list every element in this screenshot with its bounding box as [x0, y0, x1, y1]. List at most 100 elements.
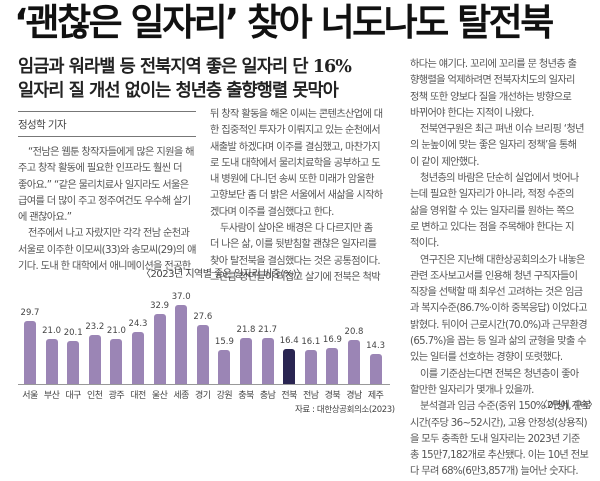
x-axis-label: 경북	[324, 391, 341, 401]
text-line: “전남은 웹툰 창작자들에게 많은 지원을 해	[28, 147, 195, 158]
bar-value-label: 21.8	[236, 324, 256, 335]
text-line: 분석결과 임금 수준(중위 150% 이상), 근로	[420, 401, 590, 413]
bar-value-label: 24.3	[128, 319, 148, 330]
text-line: 관련 조사보고서를 인용해 청년 구직자들이	[410, 270, 578, 282]
chart-bar	[326, 347, 339, 384]
chart-title: 〈2023년 지역별 좋은 일자리 비중(%)〉	[141, 269, 306, 280]
text-line: 한 집중적인 투자가 이뤄지고 있는 순천에서	[210, 125, 381, 137]
text-line: 삶을 영위할 수 있는 일자리를 원하는 쪽으	[410, 205, 574, 217]
bar-value-label: 20.1	[63, 328, 83, 339]
text-line: 에 괜찮아요.”	[18, 212, 72, 224]
chart-bar	[240, 337, 252, 384]
byline: 정성학 기자	[18, 119, 67, 131]
text-line: 밝혔다. 뒤이어 근로시간(70.0%)과 근무환경	[410, 319, 588, 331]
text-line: 는데 필요한 일자리가 아니라, 적정 수준의	[410, 189, 574, 201]
text-line: 기다. 도내 한 대학에서 애니메이션을 전공한	[18, 261, 191, 273]
continuation-note: 〈2면에 계속〉	[538, 400, 598, 411]
x-axis-label: 서울	[22, 391, 38, 401]
chart-bar	[153, 313, 166, 384]
text-line: 좋아요.” “같은 물리치료사 일지라도 서울은	[18, 179, 189, 191]
chart-bar	[348, 339, 360, 384]
text-line: 주고 창작 활동에 필요한 인프라도 훨씬 더	[18, 163, 182, 175]
text-line: 직장을 선택할 때 최우선 고려하는 것은 임금	[410, 287, 583, 299]
article-headline: ‘괜찮은 일자리’ 찾아 너도나도 탈전북	[14, 1, 554, 44]
text-line: 새출발 하겠다며 이주를 결심했고, 마찬가지	[210, 141, 381, 153]
bar-value-label: 21.0	[106, 326, 126, 337]
text-line: 바뀌어야 한다는 지적이 나왔다.	[410, 107, 534, 119]
text-line: 향행렬을 억제하려면 전북자치도의 일자리	[410, 75, 575, 87]
x-axis-label: 충북	[238, 391, 254, 401]
bar-value-label: 29.7	[20, 307, 40, 318]
text-line: 시간(주당 36~52시간), 고용 안정성(상용직)	[410, 417, 588, 429]
chart-bar	[304, 349, 317, 384]
text-line: 전주에서 나고 자랐지만 각각 전남 순천과	[28, 228, 190, 240]
x-axis-label: 전남	[303, 391, 319, 401]
x-axis-label: 인천	[87, 391, 103, 401]
x-axis-label: 대구	[65, 391, 81, 401]
chart-bar	[88, 334, 101, 384]
divider-top	[18, 111, 196, 112]
chart-axis	[18, 384, 390, 385]
chart-bar	[67, 341, 80, 384]
x-axis-label: 광주	[108, 391, 125, 401]
text-line: 겠다며 이주를 결심했다고 한다.	[210, 206, 334, 218]
chart-bar	[196, 325, 209, 384]
bar-value-label: 20.8	[344, 326, 364, 337]
text-line: 이를 기준삼는다면 전북은 청년층이 좋아	[420, 368, 579, 380]
x-axis-label: 부산	[43, 391, 60, 401]
text-line: 과 복지수준(86.7%·이하 중복응답) 이었다고	[410, 303, 588, 315]
chart-bar	[369, 353, 382, 384]
text-line: 청년층의 바람은 단순히 실업에서 벗어나	[420, 173, 579, 185]
text-line: 하다는 얘기다. 꼬리에 꼬리를 문 청년층 출	[410, 59, 577, 70]
chart-bar	[218, 350, 231, 384]
bar-value-label: 21.0	[42, 326, 62, 337]
bar-value-label: 27.6	[193, 312, 213, 323]
x-axis-label: 세종	[173, 391, 189, 401]
text-line: 뒤 창작 활동을 해온 이씨는 콘텐츠산업에 대	[210, 109, 383, 120]
chart-bar	[283, 349, 296, 384]
bar-value-label: 14.3	[366, 340, 386, 351]
bar-value-label: 15.9	[214, 337, 234, 348]
chart-source: 자료 : 대한상공회의소(2023)	[295, 405, 395, 415]
x-axis-label: 전북	[281, 391, 297, 401]
text-line: 로 변하고 있다는 점을 주목해야 한다는 지	[410, 221, 574, 233]
x-axis-label: 제주	[367, 391, 384, 401]
text-line: 로 도내 대학에서 물리치료학을 공부하고 도	[210, 157, 381, 169]
chart-bar	[132, 332, 144, 384]
text-line: 그만큼 청년들이 터잡고 살기에 전북은 척박	[210, 271, 381, 283]
divider-bottom	[18, 136, 196, 137]
text-line: 찾아 탈전북을 결심했다는 것은 공통점이다.	[210, 255, 381, 267]
x-axis-label: 울산	[151, 391, 168, 401]
text-line: 연구진은 지난해 대한상공회의소가 내놓은	[420, 254, 585, 266]
bar-value-label: 21.7	[258, 324, 278, 335]
text-line: (65.7%)을 꼽는 등 일과 삶의 균형을 맞출 수	[410, 336, 587, 348]
text-line: 의 눈높이에 맞는 좋은 일자리 정책’을 통해	[410, 140, 577, 152]
bar-value-label: 16.1	[301, 336, 321, 347]
chart-bar	[24, 320, 36, 384]
text-line: 고향보단 좀 더 밝은 서울에서 새삶을 시작하	[210, 190, 383, 202]
article-subhead-2: 일자리 질 개선 없이는 청년층 출향행렬 못막아	[18, 81, 339, 101]
text-line: 전북연구원은 최근 펴낸 이슈 브리핑 ‘청년	[420, 124, 584, 136]
x-axis-label: 충남	[259, 391, 276, 401]
bar-value-label: 16.4	[279, 336, 299, 347]
text-line: 정책 또한 양보다 질을 개선하는 방향으로	[410, 91, 572, 103]
text-line: 내 병원에 다니던 송씨 또한 미래가 암울한	[210, 174, 374, 186]
text-line: 다 무려 68%(6만3,857개) 늘어난 숫자다.	[410, 466, 579, 478]
chart-bar	[110, 339, 123, 384]
text-line: 급여를 더 많이 주고 정주여건도 우수해 살기	[18, 195, 191, 207]
article-subhead-1: 임금과 워라밸 등 전북지역 좋은 일자리 단 16%	[18, 57, 352, 77]
x-axis-label: 대전	[130, 391, 146, 401]
x-axis-label: 경남	[346, 391, 362, 401]
chart-bar	[175, 305, 188, 384]
text-line: 서울로 이주한 이모씨(33)와 송모씨(29)의 얘	[18, 244, 196, 256]
chart-bars: 29.7 21.0 20.1 23.2 21.0 24.3 32.9 37.0 27.6 15.9…	[18, 285, 388, 384]
bar-value-label: 37.0	[171, 292, 191, 303]
bar-value-label: 23.2	[85, 321, 105, 332]
text-line: 적이다.	[410, 238, 439, 250]
x-axis-label: 강원	[216, 391, 233, 401]
text-line: 이 같이 제안했다.	[410, 156, 479, 168]
text-line: 있는 일터를 선호하는 경향이 또렷했다.	[410, 352, 563, 364]
bar-value-label: 32.9	[150, 300, 170, 311]
text-line: 을 모두 충족한 도내 일자리는 2023년 기준	[410, 433, 580, 445]
